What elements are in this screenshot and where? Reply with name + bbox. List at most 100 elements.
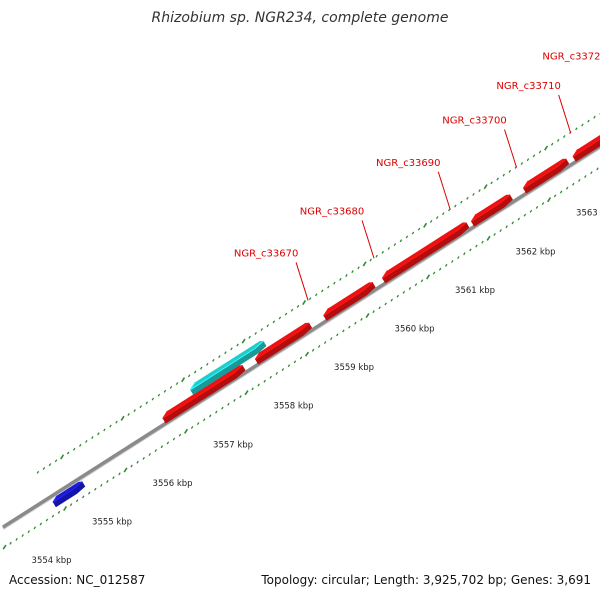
- outer-row-minor-tick: [490, 181, 493, 185]
- inner-row-minor-tick: [360, 317, 363, 321]
- gene-label: NGR_c33680: [300, 206, 365, 217]
- outer-row-major-tick: [120, 415, 125, 421]
- inner-row-minor-tick: [45, 518, 49, 522]
- outer-row-minor-tick: [260, 328, 263, 331]
- inner-row-minor-tick: [590, 171, 593, 175]
- outer-row-minor-tick: [236, 343, 239, 347]
- outer-row-minor-tick: [254, 331, 257, 335]
- inner-row-minor-tick: [390, 298, 393, 302]
- gene-arrow-highlight: [470, 194, 511, 223]
- inner-row-minor-tick: [541, 202, 545, 206]
- outer-row-major-tick: [241, 338, 246, 344]
- inner-row-minor-tick: [154, 449, 158, 453]
- outer-row-minor-tick: [550, 142, 554, 146]
- gene-arrow[interactable]: [162, 364, 246, 424]
- inner-row-minor-tick: [281, 368, 285, 372]
- gene-arrow[interactable]: [323, 281, 376, 321]
- outer-row-minor-tick: [357, 266, 360, 270]
- outer-row-minor-tick: [472, 192, 475, 196]
- inner-row-minor-tick: [511, 221, 514, 225]
- gene-label: NGR_c33670: [234, 248, 299, 259]
- outer-row-minor-tick: [296, 304, 300, 308]
- inner-row-major-tick: [365, 312, 370, 319]
- outer-row-minor-tick: [369, 258, 372, 262]
- outer-row-minor-tick: [42, 467, 46, 470]
- outer-row-minor-tick: [526, 158, 530, 162]
- inner-row-minor-tick: [33, 526, 37, 530]
- inner-row-minor-tick: [275, 371, 279, 375]
- inner-row-minor-tick: [208, 414, 212, 418]
- outer-row-minor-tick: [435, 216, 439, 220]
- inner-row-minor-tick: [584, 175, 587, 179]
- inner-row-minor-tick: [106, 480, 109, 483]
- outer-row-minor-tick: [375, 254, 378, 258]
- outer-row-minor-tick: [587, 119, 590, 123]
- outer-row-minor-tick: [593, 115, 596, 119]
- outer-row-major-tick: [544, 145, 549, 151]
- gene-arrow-highlight: [381, 222, 467, 279]
- outer-row-minor-tick: [169, 385, 173, 389]
- inner-row-minor-tick: [27, 530, 30, 534]
- inner-row-minor-tick: [317, 344, 321, 348]
- inner-row-minor-tick: [553, 194, 557, 198]
- outer-row-minor-tick: [532, 154, 536, 158]
- outer-row-minor-tick: [466, 196, 469, 200]
- inner-row-minor-tick: [202, 418, 206, 422]
- outer-row-minor-tick: [508, 169, 512, 173]
- inner-row-minor-tick: [263, 379, 266, 383]
- gene-labels: NGR_c33670 NGR_c33680 NGR_c33690 NGR_c33700…: [234, 52, 600, 301]
- inner-row-minor-tick: [505, 225, 508, 229]
- outer-row-minor-tick: [54, 459, 58, 463]
- outer-row-minor-tick: [278, 316, 282, 320]
- gene-arrow[interactable]: [52, 481, 86, 508]
- gene-arrow-side: [471, 194, 513, 227]
- inner-row-minor-tick: [269, 375, 272, 379]
- gene-features[interactable]: [52, 53, 600, 508]
- inner-row-minor-tick: [469, 248, 472, 252]
- outer-row-minor-tick: [91, 436, 94, 440]
- backbone-shadow: [2, 145, 600, 530]
- outer-row-minor-tick: [351, 270, 354, 274]
- inner-row-minor-tick: [239, 395, 242, 399]
- gene-arrow[interactable]: [381, 222, 470, 284]
- outer-row-minor-tick: [339, 277, 342, 281]
- inner-row-major-tick: [244, 390, 249, 396]
- gene-arrow-side: [190, 340, 267, 395]
- inner-row-major-tick: [305, 351, 310, 357]
- outer-row-minor-tick: [48, 463, 52, 467]
- outer-row-minor-tick: [429, 220, 433, 223]
- gene-arrow[interactable]: [254, 322, 313, 365]
- gene-arrow[interactable]: [189, 340, 267, 395]
- inner-row-minor-tick: [535, 205, 539, 209]
- gene-arrow-highlight: [522, 158, 567, 189]
- inner-row-minor-tick: [396, 294, 400, 298]
- outer-row-minor-tick: [103, 428, 106, 432]
- inner-row-minor-tick: [463, 252, 466, 256]
- inner-row-minor-tick: [348, 325, 351, 329]
- inner-row-minor-tick: [21, 534, 24, 537]
- inner-row-minor-tick: [160, 445, 164, 449]
- inner-row-minor-tick: [142, 456, 145, 460]
- outer-row-minor-tick: [145, 401, 149, 405]
- inner-row-minor-tick: [438, 267, 442, 271]
- inner-row-minor-tick: [172, 437, 176, 441]
- inner-row-minor-tick: [69, 503, 73, 507]
- inner-row-minor-tick: [420, 279, 424, 283]
- outer-row-minor-tick: [381, 250, 384, 254]
- outer-row-minor-tick: [266, 324, 270, 328]
- gene-arrow[interactable]: [470, 194, 513, 227]
- gene-arrow-highlight: [323, 281, 373, 317]
- gene-arrow-side: [52, 481, 86, 508]
- gene-arrow[interactable]: [522, 158, 570, 194]
- inner-row-major-tick: [2, 544, 7, 550]
- inner-row-minor-tick: [499, 229, 502, 233]
- outer-row-minor-tick: [206, 362, 209, 366]
- outer-row-minor-tick: [218, 355, 221, 358]
- outer-row-minor-tick: [520, 162, 524, 165]
- gene-arrow-face: [572, 134, 600, 157]
- inner-row-minor-tick: [457, 256, 460, 260]
- gene-arrow[interactable]: [572, 132, 600, 162]
- outer-row-major-tick: [423, 222, 428, 228]
- outer-row-minor-tick: [127, 413, 130, 416]
